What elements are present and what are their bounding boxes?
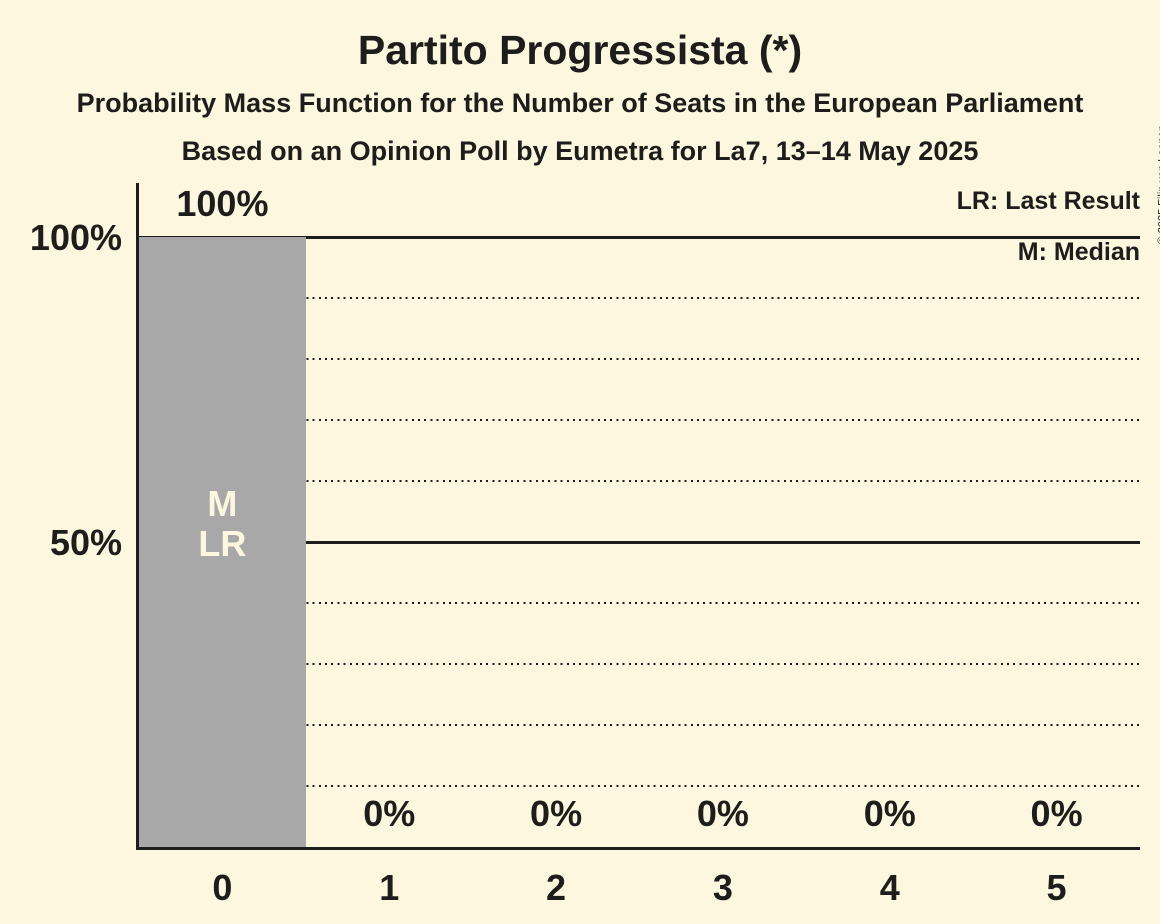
x-tick-label-0: 0 (212, 867, 233, 908)
x-tick-label-5: 5 (1046, 867, 1067, 908)
bar-value-label-2: 0% (530, 793, 583, 834)
y-tick-label-100: 100% (29, 217, 122, 258)
chart-subtitle: Probability Mass Function for the Number… (76, 88, 1084, 118)
gridline-90pct (139, 297, 1140, 299)
gridline-30pct (139, 663, 1140, 665)
annotation-line: LR (198, 523, 247, 564)
bar-value-label-4: 0% (863, 793, 916, 834)
chart-subtitle-source: Based on an Opinion Poll by Eumetra for … (181, 136, 979, 166)
bar-value-label-5: 0% (1030, 793, 1083, 834)
x-tick-label-1: 1 (379, 867, 400, 908)
x-axis-line (136, 847, 1140, 850)
gridline-80pct (139, 358, 1140, 360)
x-tick-label-2: 2 (546, 867, 567, 908)
bar-value-label-0: 100% (176, 183, 269, 224)
bar-annotation-median-last-result: M LR (139, 484, 306, 564)
x-tick-label-3: 3 (712, 867, 733, 908)
gridline-40pct (139, 602, 1140, 604)
gridline-100pct (139, 235, 1140, 239)
bar-seats-0 (139, 237, 306, 847)
y-axis-line (136, 183, 139, 850)
legend-last-result: LR: Last Result (956, 187, 1140, 215)
bar-value-label-1: 0% (363, 793, 416, 834)
gridline-50pct (139, 540, 1140, 544)
gridline-70pct (139, 419, 1140, 421)
copyright-notice: © 2025 Filip van Laenen (1156, 125, 1160, 244)
bar-value-label-3: 0% (696, 793, 749, 834)
annotation-line: M (207, 483, 238, 524)
gridline-10pct (139, 785, 1140, 787)
gridline-20pct (139, 724, 1140, 726)
gridline-60pct (139, 480, 1140, 482)
y-tick-label-50: 50% (49, 522, 122, 563)
legend-median: M: Median (1017, 238, 1140, 266)
chart-title: Partito Progressista (*) (357, 27, 803, 73)
x-tick-label-4: 4 (879, 867, 900, 908)
